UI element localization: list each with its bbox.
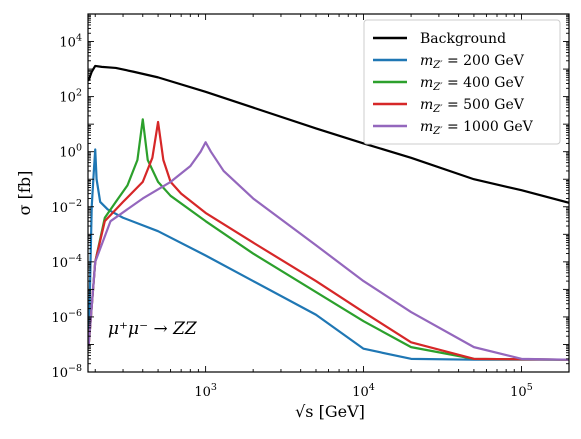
x-tick-label-exp: 5: [527, 382, 533, 393]
legend-label-var: m: [420, 119, 433, 135]
y-tick-label: 10−2: [51, 198, 82, 216]
x-tick-label-base: 10: [194, 385, 211, 400]
series-curves: [88, 64, 569, 361]
x-tick-label-exp: 4: [369, 382, 375, 393]
x-tick-label-base: 10: [510, 385, 527, 400]
legend-label-0: Background: [420, 31, 506, 47]
x-tick-label: 105: [510, 382, 533, 400]
legend-label-rest: = 400 GeV: [443, 75, 525, 91]
legend-label-2: mZ′ = 400 GeV: [420, 75, 525, 93]
legend-label-rest: = 1000 GeV: [443, 119, 534, 135]
process-annotation: μ⁺μ⁻ → ZZ: [108, 319, 198, 339]
y-tick-label: 104: [59, 33, 82, 51]
y-tick-label: 10−4: [51, 253, 82, 271]
y-tick-label-exp: −8: [68, 363, 82, 374]
x-tick-label-exp: 3: [211, 382, 217, 393]
y-tick-label-base: 10: [51, 366, 68, 381]
y-tick-label-base: 10: [59, 146, 76, 161]
y-tick-label-exp: 0: [76, 143, 82, 154]
legend-label-sub: Z′: [432, 60, 443, 71]
y-axis-label: σ [fb]: [15, 171, 34, 216]
legend-box: [363, 19, 561, 145]
y-tick-label-exp: −2: [68, 198, 82, 209]
legend-label-sub: Z′: [432, 104, 443, 115]
legend-label-var: m: [420, 75, 433, 91]
y-tick-label-exp: 2: [76, 88, 82, 99]
legend-label-var: m: [420, 53, 433, 69]
y-tick-label-base: 10: [59, 36, 76, 51]
y-tick-label: 102: [59, 88, 82, 106]
y-tick-label: 100: [59, 143, 82, 161]
y-tick-label-base: 10: [51, 311, 68, 326]
plot-frame: [87, 13, 570, 373]
y-tick-label-exp: −4: [68, 253, 82, 264]
y-tick-label-exp: 4: [76, 33, 82, 44]
series-line-1: [88, 148, 569, 361]
y-tick-label-base: 10: [51, 201, 68, 216]
series-line-4: [88, 141, 569, 361]
x-tick-label-base: 10: [352, 385, 369, 400]
legend-label-sub: Z′: [432, 82, 443, 93]
series-line-0: [88, 64, 569, 204]
series-line-2: [88, 118, 569, 361]
legend-label-3: mZ′ = 500 GeV: [420, 97, 525, 115]
legend-label-4: mZ′ = 1000 GeV: [420, 119, 534, 137]
legend-label-rest: = 500 GeV: [443, 97, 525, 113]
y-tick-label-exp: −6: [68, 308, 82, 319]
legend-label-var: m: [420, 97, 433, 113]
legend-label-rest: = 200 GeV: [443, 53, 525, 69]
x-tick-label: 103: [194, 382, 217, 400]
y-tick-label-base: 10: [51, 256, 68, 271]
x-axis-label: √s [GeV]: [295, 402, 365, 421]
y-tick-label: 10−6: [51, 308, 82, 326]
legend-label-sub: Z′: [432, 126, 443, 137]
y-tick-label: 10−8: [51, 363, 82, 381]
y-tick-label-base: 10: [59, 91, 76, 106]
x-tick-label: 104: [352, 382, 375, 400]
legend-label-1: mZ′ = 200 GeV: [420, 53, 525, 71]
